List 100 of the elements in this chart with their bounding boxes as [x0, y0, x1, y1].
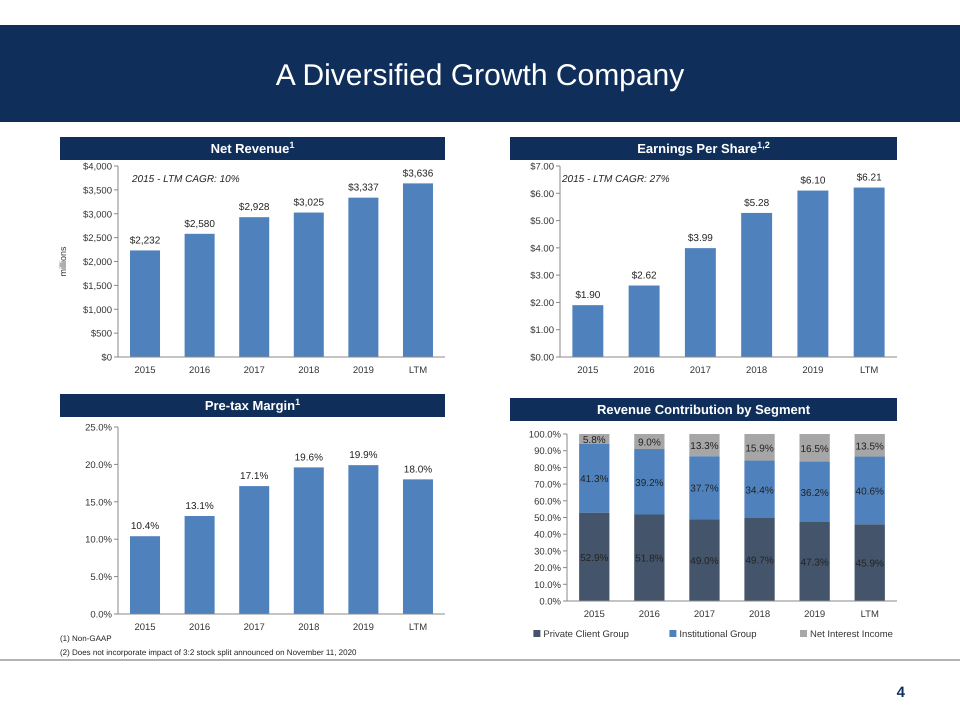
y-tick-label: $4.00 — [530, 243, 554, 254]
y-tick-label: 10.0% — [534, 580, 562, 591]
data-label: $2,232 — [130, 235, 161, 246]
y-tick-label: $3,500 — [82, 185, 112, 196]
bar — [579, 444, 610, 513]
bar — [797, 190, 828, 357]
y-tick-label: 20.0% — [534, 563, 562, 574]
data-label: 5.8% — [582, 434, 606, 446]
bar — [294, 467, 324, 614]
chart-title: Revenue Contribution by Segment — [596, 402, 811, 417]
bar — [348, 198, 378, 357]
y-tick-label: 90.0% — [534, 446, 562, 458]
data-label: 16.5% — [800, 444, 829, 455]
text: (2) Does not incorporate impact of 3:2 stock split announced on November 11, 2020 — [60, 648, 358, 657]
y-tick-label: $2.00 — [530, 298, 554, 309]
legend-label: Institutional Group — [679, 629, 757, 640]
chart-title: Net Revenue$^{1}$ — [210, 140, 294, 156]
bar — [628, 286, 660, 357]
data-label: 40.6% — [856, 486, 884, 498]
bar — [184, 516, 215, 614]
y-tick-label: $5.00 — [530, 216, 554, 228]
y-tick-label: 100.0% — [528, 430, 562, 440]
data-label: 52.9% — [580, 552, 609, 564]
data-label: 47.3% — [800, 558, 829, 569]
x-tick-label: 2017 — [694, 609, 716, 620]
x-tick-label: LTM — [408, 622, 428, 633]
x-tick-label: 2019 — [352, 365, 374, 376]
y-tick-label: $2,500 — [82, 233, 112, 244]
y-tick-label: $2,000 — [82, 257, 112, 268]
y-tick-label: $1,500 — [82, 280, 112, 292]
y-tick-label: $7.00 — [530, 162, 554, 172]
y-tick-label: 15.0% — [85, 497, 113, 508]
bar — [130, 250, 160, 357]
x-tick-label: 2019 — [352, 622, 374, 633]
bar — [854, 188, 885, 357]
data-label: $3,337 — [348, 182, 380, 194]
y-tick-label: 5.0% — [90, 572, 113, 584]
data-label: 49.7% — [745, 556, 774, 566]
data-label: $2.62 — [632, 270, 658, 282]
y-tick-label: $0 — [101, 352, 112, 364]
x-tick-label: 2015 — [134, 622, 156, 633]
x-tick-label: 2016 — [638, 609, 660, 620]
y-tick-label: 30.0% — [534, 546, 562, 558]
y-tick-label: 70.0% — [534, 480, 562, 491]
y-tick-label: 80.0% — [534, 462, 562, 474]
text: (1) Non-GAAP — [60, 634, 112, 643]
bar — [402, 183, 433, 357]
data-label: 39.2% — [635, 478, 664, 489]
bar — [799, 522, 830, 601]
y-tick-label: 20.0% — [85, 460, 113, 471]
y-tick-label: 0.0% — [539, 596, 562, 608]
bar — [684, 248, 716, 357]
x-tick-label: 2016 — [189, 622, 210, 633]
bar — [634, 514, 665, 601]
data-label: $1.90 — [575, 290, 601, 302]
data-label: 15.9% — [745, 443, 774, 454]
x-tick-label: 2016 — [634, 365, 655, 376]
annotation: 2015 - LTM CAGR: 10% — [131, 174, 240, 185]
bar — [741, 212, 772, 357]
x-tick-label: 2017 — [244, 622, 265, 633]
y-tick-label: $1,000 — [82, 304, 112, 316]
data-label: 49.0% — [690, 556, 719, 568]
x-tick-label: 2018 — [298, 622, 320, 633]
x-tick-label: 2015 — [584, 609, 605, 620]
bar — [854, 524, 885, 601]
data-label: 45.9% — [856, 558, 884, 570]
data-label: 34.4% — [745, 485, 774, 496]
data-label: 17.1% — [240, 471, 268, 482]
data-label: $2,928 — [238, 202, 270, 214]
data-label: $3,636 — [402, 168, 434, 180]
bar — [184, 234, 215, 357]
y-tick-label: $6.00 — [530, 188, 554, 200]
bar — [689, 519, 720, 601]
x-tick-label: 2019 — [804, 609, 826, 620]
data-label: 19.9% — [349, 450, 378, 462]
y-tick-label: $4,000 — [82, 162, 112, 172]
data-label: 13.3% — [690, 441, 719, 452]
bar — [689, 456, 720, 520]
data-label: $2,580 — [184, 218, 216, 230]
data-label: 36.2% — [800, 488, 829, 499]
data-label: 13.5% — [856, 441, 884, 452]
x-tick-label: 2018 — [746, 365, 768, 376]
bar — [294, 212, 324, 357]
data-label: 18.0% — [404, 464, 432, 476]
y-tick-label: 10.0% — [85, 534, 113, 546]
y-tick-label: $3.00 — [530, 270, 554, 282]
data-label: 41.3% — [580, 474, 609, 486]
y-tick-label: 0.0% — [90, 610, 113, 620]
bar — [854, 456, 885, 524]
bar — [799, 462, 830, 522]
x-tick-label: 2018 — [298, 365, 320, 376]
data-label: $6.21 — [856, 172, 882, 184]
bar — [239, 486, 270, 614]
bar — [402, 479, 433, 614]
bar — [239, 217, 270, 357]
data-label: $6.10 — [800, 176, 826, 187]
bar — [634, 449, 665, 514]
x-tick-label: 2015 — [134, 365, 156, 376]
bar — [579, 512, 610, 601]
data-label: 19.6% — [294, 452, 324, 464]
